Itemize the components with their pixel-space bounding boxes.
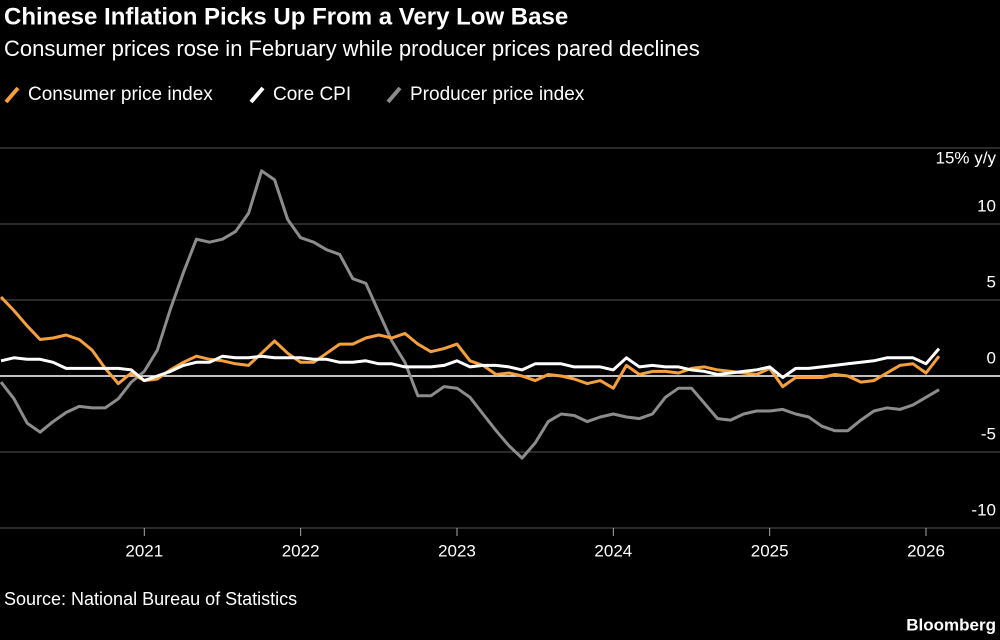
legend-swatch [4,86,20,104]
x-tick-label: 2022 [282,541,320,560]
legend-label: Core CPI [273,84,351,105]
x-tick-label: 2021 [125,541,163,560]
y-tick-label: 0 [987,348,996,367]
legend-swatch [249,86,265,104]
legend-label: Producer price index [410,84,585,105]
brand: Bloomberg [906,615,996,634]
y-tick-label: -5 [981,424,996,443]
chart-subtitle: Consumer prices rose in February while p… [4,36,700,61]
source: Source: National Bureau of Statistics [4,589,297,609]
chart-title: Chinese Inflation Picks Up From a Very L… [4,3,568,30]
legend-swatch [386,86,402,104]
legend-label: Consumer price index [28,84,213,105]
y-tick-label: 5 [987,272,996,291]
y-tick-label: -10 [971,500,996,519]
series-line [0,347,941,383]
y-tick-label: 10 [977,196,996,215]
x-tick-label: 2026 [907,541,945,560]
series-line [0,169,940,460]
x-tick-label: 2024 [594,541,632,560]
y-tick-label: 15% y/y [936,148,997,167]
x-tick-label: 2025 [751,541,789,560]
x-tick-label: 2023 [438,541,476,560]
series-line [0,295,941,390]
